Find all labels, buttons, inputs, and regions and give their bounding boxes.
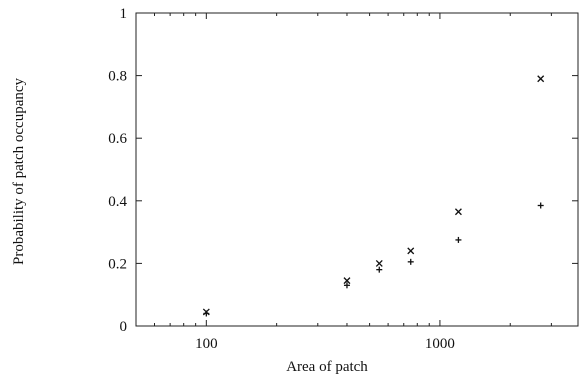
y-axis-title: Probability of patch occupancy (11, 77, 27, 265)
plot-frame (135, 12, 579, 327)
data-point-plus (376, 266, 383, 273)
data-point-plus (455, 236, 462, 243)
x-tick-label: 1000 (425, 336, 455, 352)
data-point-cross (407, 247, 415, 255)
data-point-plus (203, 310, 210, 317)
x-tick-label: 100 (195, 336, 218, 352)
data-point-cross (343, 277, 351, 285)
data-points (202, 75, 545, 317)
y-tick-label: 1 (120, 6, 128, 22)
data-point-plus (407, 258, 414, 265)
y-tick-label: 0.6 (108, 131, 127, 147)
data-point-cross (537, 75, 545, 83)
data-point-cross (454, 208, 462, 216)
data-point-cross (375, 259, 383, 267)
y-tick-label: 0.2 (108, 256, 127, 272)
data-point-plus (537, 202, 544, 209)
y-tick-label: 0 (120, 319, 128, 335)
y-tick-label: 0.4 (108, 194, 127, 210)
axis-ticks: 0 0.2 0.4 0.6 0.8 1 100 1000 (108, 6, 578, 352)
x-axis-title: Area of patch (286, 359, 368, 375)
data-point-plus (343, 282, 350, 289)
y-tick-label: 0.8 (108, 69, 127, 85)
